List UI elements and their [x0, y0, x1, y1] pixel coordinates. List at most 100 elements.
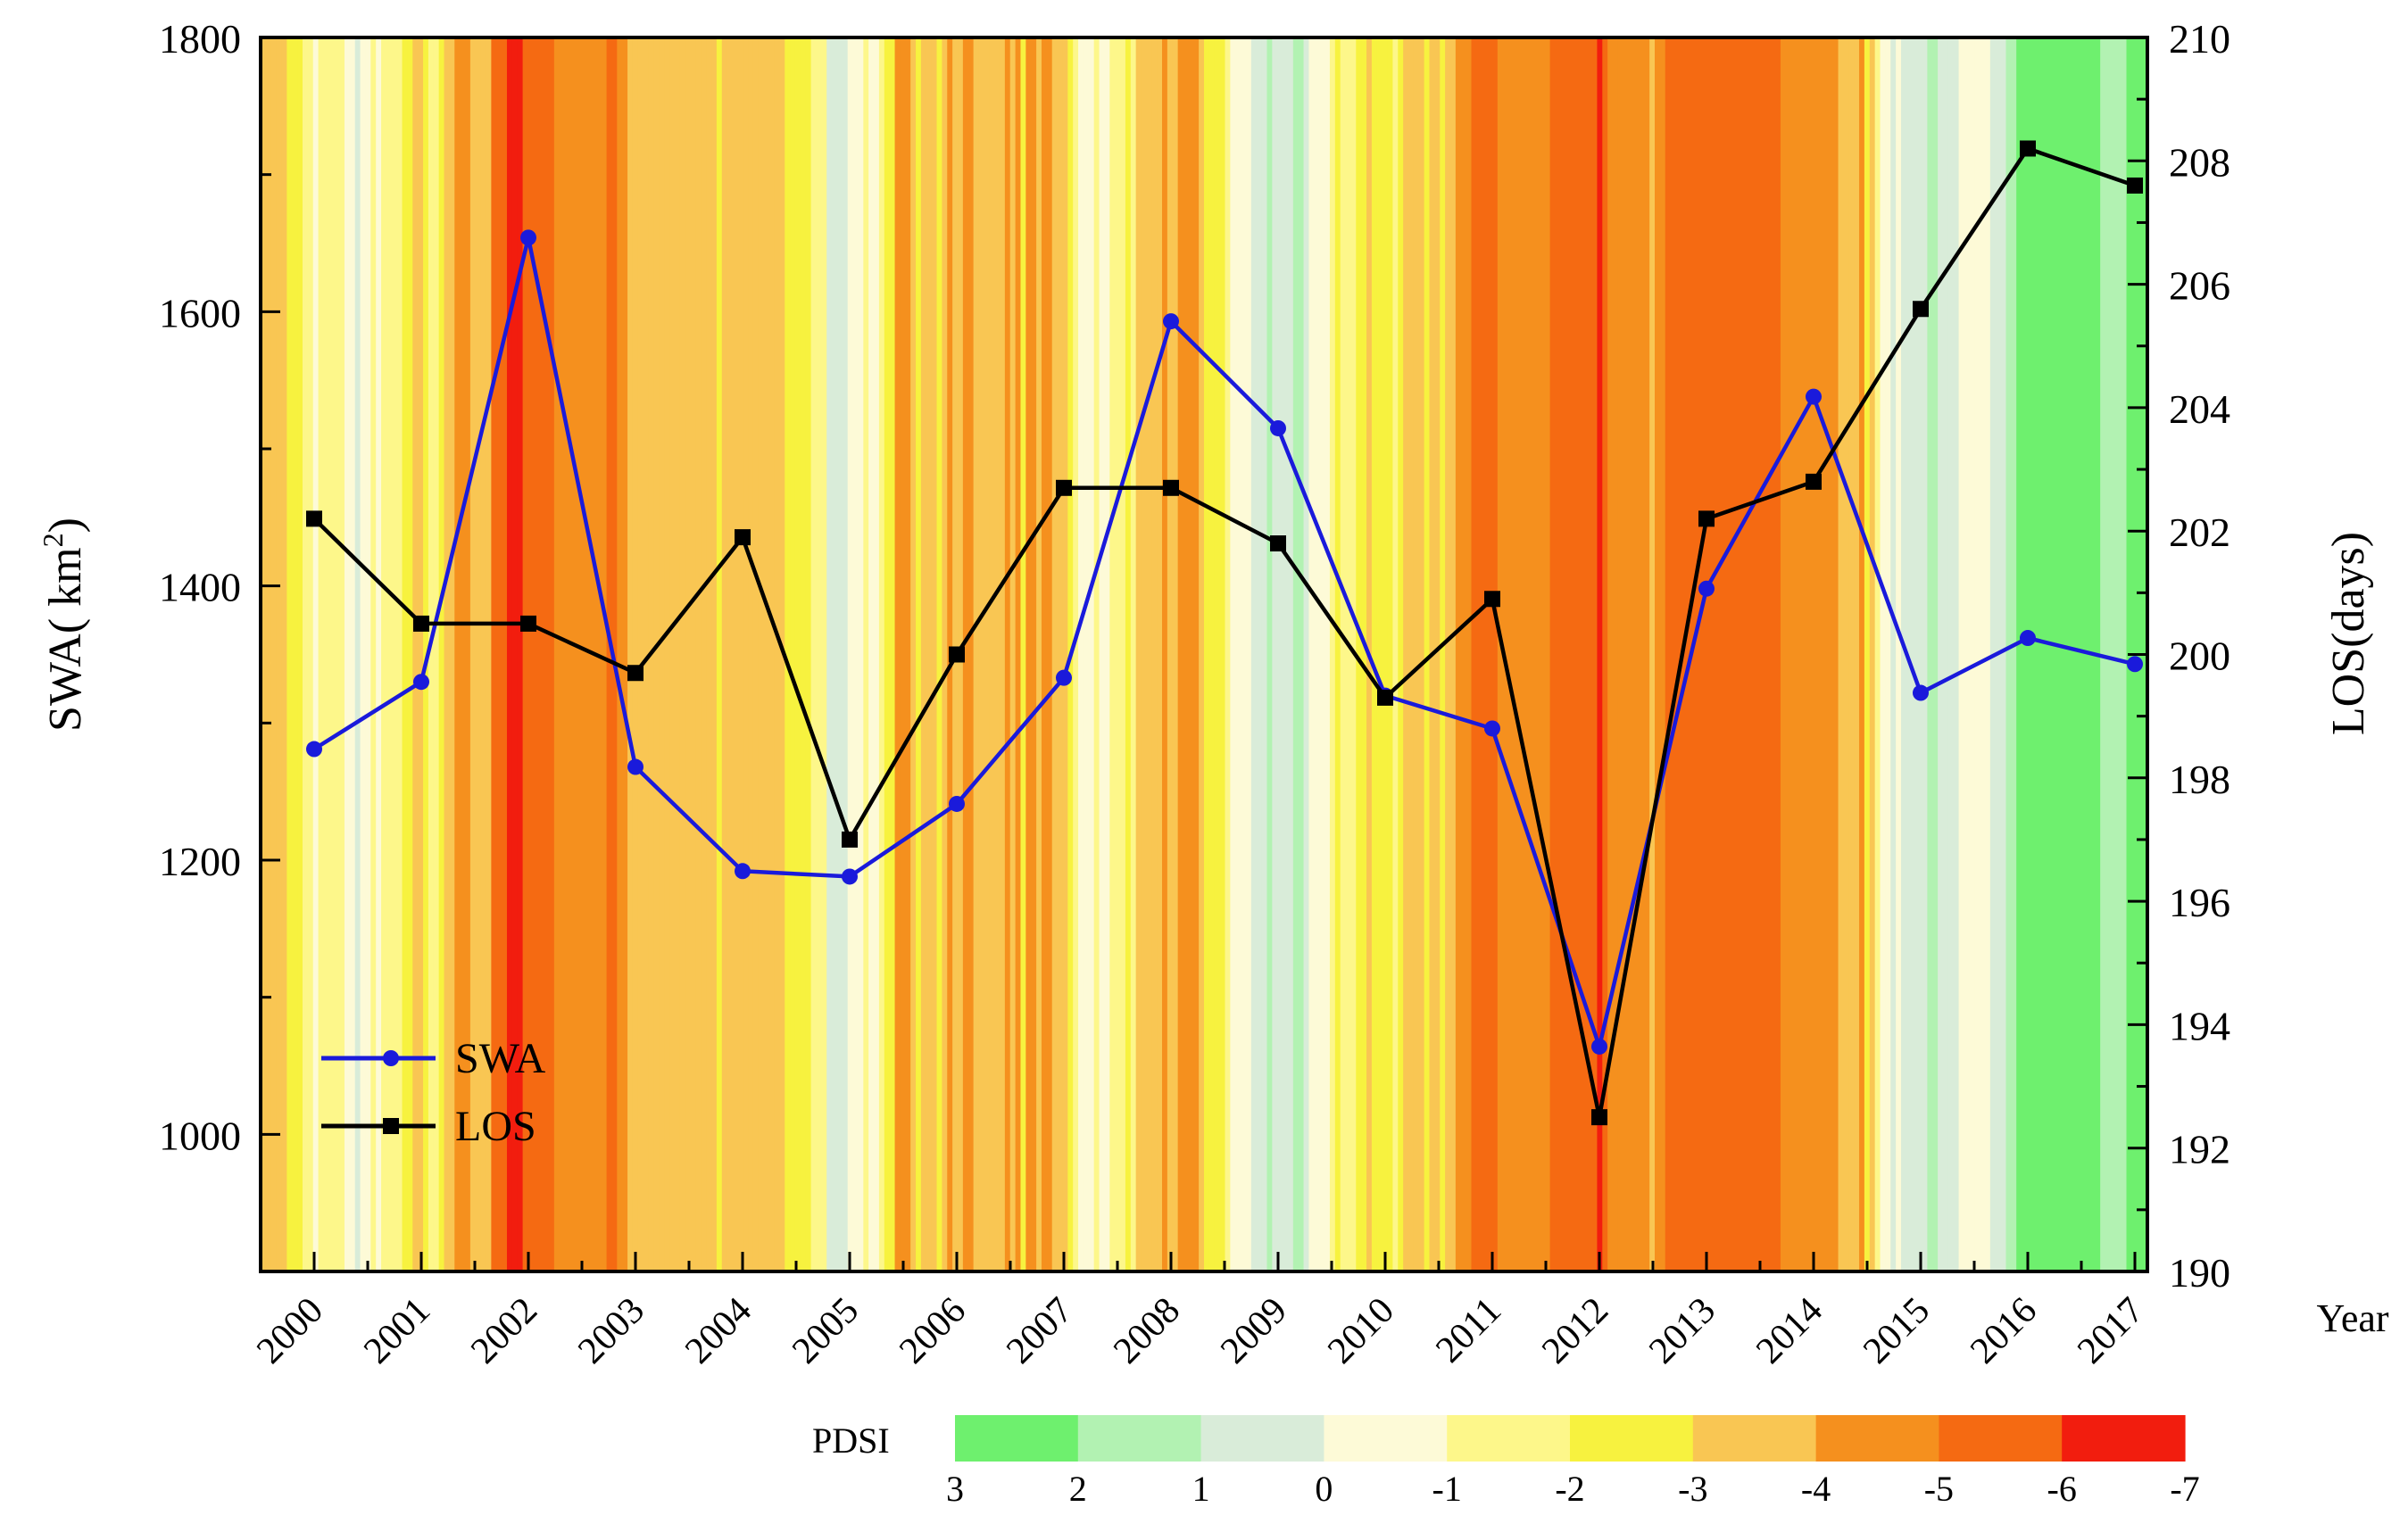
y-left-title-superscript: 2 — [37, 533, 69, 547]
pdsi-band — [1283, 37, 1289, 1271]
pdsi-band — [1088, 37, 1095, 1271]
pdsi-band — [1969, 37, 1976, 1271]
pdsi-band — [1602, 37, 1608, 1271]
pdsi-band — [1046, 37, 1053, 1271]
data-point-swa — [1591, 1038, 1607, 1055]
pdsi-band — [732, 37, 739, 1271]
pdsi-band — [1382, 37, 1389, 1271]
pdsi-band — [878, 37, 885, 1271]
pdsi-band — [1947, 37, 1955, 1271]
pdsi-band — [580, 37, 586, 1271]
pdsi-band — [1775, 37, 1781, 1271]
pdsi-band — [1942, 37, 1949, 1271]
pdsi-band — [527, 37, 535, 1271]
pdsi-band — [1245, 37, 1252, 1271]
pdsi-band — [1859, 37, 1865, 1271]
pdsi-band — [1524, 37, 1530, 1271]
pdsi-band — [292, 37, 298, 1271]
pdsi-band — [1356, 37, 1362, 1271]
pdsi-band — [852, 37, 859, 1271]
colorbar-tick-label: -7 — [2170, 1469, 2199, 1509]
colorbar-tick-label: -2 — [1555, 1469, 1584, 1509]
pdsi-band — [1250, 37, 1258, 1271]
pdsi-band — [465, 37, 471, 1271]
pdsi-band — [2042, 37, 2049, 1271]
pdsi-band — [721, 37, 728, 1271]
data-point-los — [2127, 177, 2143, 194]
pdsi-band — [1712, 37, 1719, 1271]
pdsi-band — [1204, 37, 1210, 1271]
pdsi-band — [1308, 37, 1316, 1271]
series-layer — [306, 140, 2143, 1126]
pdsi-band — [491, 37, 498, 1271]
pdsi-band — [1575, 37, 1582, 1271]
pdsi-band — [2016, 37, 2022, 1271]
pdsi-band — [643, 37, 650, 1271]
pdsi-band — [2022, 37, 2028, 1271]
y-right-tick-label: 192 — [2169, 1127, 2230, 1172]
pdsi-band — [606, 37, 613, 1271]
data-point-swa — [1698, 580, 1715, 597]
pdsi-band — [1533, 37, 1540, 1271]
data-point-swa — [1056, 669, 1072, 686]
pdsi-band — [978, 37, 985, 1271]
colorbar-swatch — [1815, 1415, 1939, 1462]
pdsi-band — [1151, 37, 1158, 1271]
colorbar-swatch — [1324, 1415, 1448, 1462]
pdsi-band — [763, 37, 770, 1271]
colorbar-tick-label: 0 — [1315, 1469, 1333, 1509]
pdsi-band — [1901, 37, 1907, 1271]
data-point-swa — [520, 229, 536, 246]
y-right-tick-label: 200 — [2169, 634, 2230, 679]
data-point-swa — [1270, 419, 1286, 436]
pdsi-band — [627, 37, 634, 1271]
pdsi-band — [1613, 37, 1619, 1271]
pdsi-band — [967, 37, 975, 1271]
pdsi-band — [1303, 37, 1310, 1271]
pdsi-band — [1434, 37, 1441, 1271]
pdsi-band — [847, 37, 854, 1271]
pdsi-band — [1440, 37, 1446, 1271]
colorbar-tick-label: -3 — [1678, 1469, 1707, 1509]
pdsi-band — [1843, 37, 1850, 1271]
pdsi-band — [297, 37, 303, 1271]
pdsi-band — [2005, 37, 2013, 1271]
pdsi-band — [1565, 37, 1572, 1271]
pdsi-band — [785, 37, 791, 1271]
pdsi-band — [286, 37, 294, 1271]
pdsi-band — [1696, 37, 1703, 1271]
pdsi-band — [328, 37, 336, 1271]
pdsi-band — [1723, 37, 1730, 1271]
pdsi-band — [1093, 37, 1100, 1271]
pdsi-band — [548, 37, 555, 1271]
pdsi-band — [1413, 37, 1420, 1271]
y-left-tick-label: 1200 — [159, 839, 241, 884]
pdsi-band — [1560, 37, 1566, 1271]
pdsi-band — [302, 37, 309, 1271]
data-point-los — [1698, 510, 1715, 527]
pdsi-band — [1109, 37, 1116, 1271]
pdsi-band — [2000, 37, 2007, 1271]
pdsi-band — [1655, 37, 1661, 1271]
pdsi-band — [1157, 37, 1163, 1271]
pdsi-band — [1617, 37, 1624, 1271]
pdsi-band — [900, 37, 907, 1271]
pdsi-band — [1460, 37, 1467, 1271]
pdsi-band — [910, 37, 917, 1271]
pdsi-band — [1130, 37, 1137, 1271]
pdsi-band — [1607, 37, 1614, 1271]
pdsi-band — [674, 37, 681, 1271]
pdsi-band — [994, 37, 1001, 1271]
pdsi-band — [1974, 37, 1980, 1271]
pdsi-band — [1980, 37, 1986, 1271]
pdsi-band — [1041, 37, 1048, 1271]
pdsi-band — [533, 37, 540, 1271]
data-point-los — [413, 615, 429, 632]
y-left-tick-label: 1000 — [159, 1113, 241, 1158]
data-point-los — [1484, 591, 1500, 608]
pdsi-band — [1932, 37, 1939, 1271]
pdsi-band — [2026, 37, 2033, 1271]
pdsi-band — [1822, 37, 1829, 1271]
pdsi-band — [1199, 37, 1205, 1271]
pdsi-band — [1555, 37, 1562, 1271]
